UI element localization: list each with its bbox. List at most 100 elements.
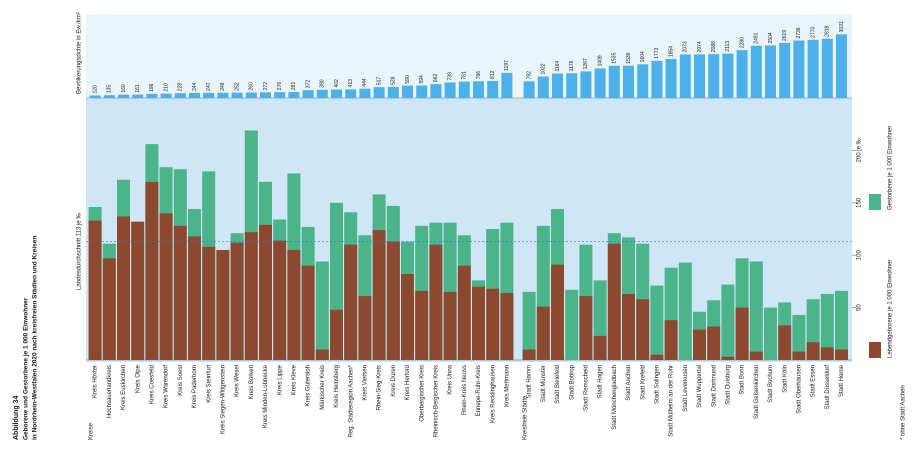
x-tick-label: Stadt Mülheim an der Ruhr xyxy=(669,365,675,437)
bar xyxy=(636,299,650,360)
density-bar xyxy=(260,92,271,98)
value-label: 413 xyxy=(348,79,354,88)
density-bar xyxy=(665,59,677,98)
density-bar xyxy=(623,65,634,98)
value-label: 444 xyxy=(362,78,368,87)
density-bar xyxy=(807,39,819,98)
density-bar xyxy=(821,38,833,98)
bar xyxy=(443,291,457,360)
value-label: 2504 xyxy=(768,32,774,43)
value-label: 1604 xyxy=(640,51,646,62)
bar xyxy=(735,307,749,360)
x-tick-label: Kreis Lippe xyxy=(277,364,283,395)
density-bar xyxy=(444,82,456,98)
density-bar xyxy=(566,73,578,98)
y-tick-label: 50 xyxy=(857,304,863,311)
x-tick-label: Stadt Leverkusen xyxy=(683,365,689,412)
chart-subtitle: Geborene und Gestorbene je 1 000 Einwohn… xyxy=(23,297,30,440)
group-label: Kreisfreie Städte xyxy=(523,395,529,440)
density-bar xyxy=(174,93,186,98)
bar xyxy=(472,286,485,360)
x-tick-label: Stadt Wuppertal xyxy=(697,365,703,408)
x-tick-label: Stadt Herne xyxy=(839,364,845,397)
density-bar xyxy=(373,87,385,98)
density-bar xyxy=(501,72,513,98)
density-bar xyxy=(132,94,144,98)
bar xyxy=(315,349,329,360)
density-bar xyxy=(103,95,115,98)
value-label: 792 xyxy=(526,71,532,80)
bar xyxy=(117,216,130,360)
density-bar xyxy=(793,40,805,98)
density-bar xyxy=(416,85,428,98)
value-label: 528 xyxy=(391,76,397,85)
bar xyxy=(792,314,806,360)
density-bar xyxy=(402,85,413,98)
density-bar xyxy=(608,65,620,98)
bar xyxy=(522,349,536,360)
bar xyxy=(593,335,607,360)
bar xyxy=(707,326,721,360)
density-bar xyxy=(736,50,748,98)
bar xyxy=(131,221,145,360)
bar xyxy=(522,291,536,360)
density-axis-label: Bevölkerungsdichte in Ew./km² xyxy=(77,12,83,94)
value-label: 2736 xyxy=(796,27,802,38)
density-bar xyxy=(473,81,484,98)
x-tick-label: Stadt Mönchengladbach xyxy=(612,365,618,430)
x-tick-label: Stadt Bonn xyxy=(740,365,746,395)
bar xyxy=(693,329,706,360)
x-tick-label: Stadt Bottrop xyxy=(569,364,575,400)
x-tick-label: Stadt Oberhausen xyxy=(796,365,802,414)
legend-label: Gestorbene je 1 000 Einwohner xyxy=(888,126,894,210)
value-label: 120 xyxy=(92,85,98,94)
bar xyxy=(358,296,372,360)
x-tick-label: Kreis Soest xyxy=(178,365,184,396)
x-tick-label: Kreis Steinfurt xyxy=(206,365,212,403)
bar xyxy=(344,244,358,360)
density-bar xyxy=(288,92,300,98)
x-tick-label: Kreis Kleve xyxy=(291,364,297,395)
value-label: 1535 xyxy=(612,52,618,63)
x-tick-label: Stadt Dortmund xyxy=(711,365,717,407)
bar xyxy=(216,249,230,360)
density-bar xyxy=(836,34,847,98)
value-label: 662 xyxy=(433,74,439,83)
x-tick-label: Stadt Remscheid xyxy=(583,365,589,411)
x-tick-label: Stadt Duisburg xyxy=(725,365,731,405)
group-label: Kreise xyxy=(89,422,95,440)
x-tick-label: Stadt Hamm xyxy=(527,365,533,398)
bar xyxy=(159,213,173,360)
value-label: 2088 xyxy=(711,41,717,52)
value-label: 1197 xyxy=(504,60,510,71)
y-tick-label: 150 xyxy=(857,197,863,208)
value-label: 781 xyxy=(462,71,468,80)
x-tick-label: Oberbergischer Kreis xyxy=(419,365,425,422)
footnote: * ohne Stadt Aachen xyxy=(901,385,907,440)
density-bar xyxy=(345,89,357,98)
bar xyxy=(415,290,429,360)
value-label: 590 xyxy=(405,75,411,84)
bar xyxy=(565,289,579,360)
x-tick-label: Kreis Warendorf xyxy=(164,365,170,408)
bar xyxy=(259,224,272,360)
bar xyxy=(835,349,848,360)
value-label: 1773 xyxy=(654,47,660,58)
chart-subtitle: in Nordrhein-Westfalen 2020 nach kreisfr… xyxy=(32,236,39,440)
bar xyxy=(721,356,735,360)
x-tick-label: Märkischer Kreis xyxy=(320,365,326,410)
value-label: 2280 xyxy=(739,37,745,48)
x-tick-label: Kreis Höxter xyxy=(93,365,99,398)
value-label: 210 xyxy=(163,83,169,92)
bar xyxy=(806,342,820,360)
legend-swatch xyxy=(869,194,881,210)
density-bar xyxy=(89,95,101,98)
value-label: 517 xyxy=(376,77,382,86)
value-label: 594 xyxy=(419,75,425,84)
x-tick-label: Stadt Krefeld xyxy=(640,365,646,400)
density-bar xyxy=(523,81,535,98)
bar xyxy=(764,307,777,360)
reference-label: Landesdurchschnitt 113 je ‰ xyxy=(77,213,83,290)
x-tick-label: Stadt Münster xyxy=(541,365,547,402)
